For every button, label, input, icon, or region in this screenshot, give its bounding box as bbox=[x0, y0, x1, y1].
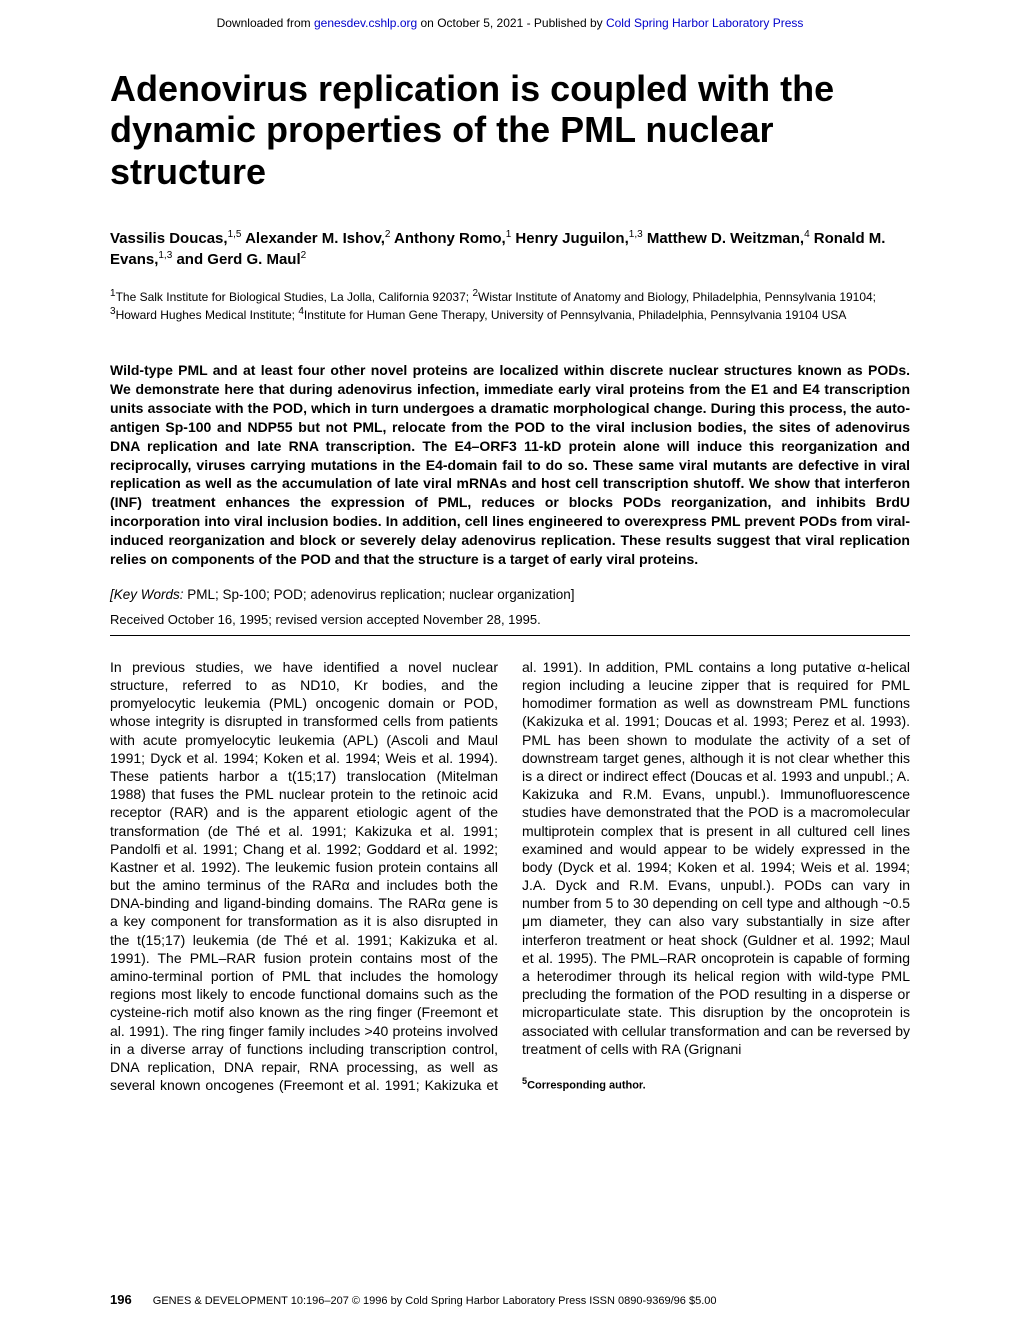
page-content: Adenovirus replication is coupled with t… bbox=[0, 38, 1020, 1094]
body-paragraph: In previous studies, we have identified … bbox=[110, 659, 910, 1093]
page-number: 196 bbox=[110, 1292, 132, 1307]
abstract: Wild-type PML and at least four other no… bbox=[110, 361, 910, 569]
banner-prefix: Downloaded from bbox=[217, 16, 314, 30]
banner-link-1[interactable]: genesdev.cshlp.org bbox=[314, 16, 417, 30]
received-line: Received October 16, 1995; revised versi… bbox=[110, 612, 910, 627]
download-banner: Downloaded from genesdev.cshlp.org on Oc… bbox=[0, 0, 1020, 38]
banner-link-2[interactable]: Cold Spring Harbor Laboratory Press bbox=[606, 16, 803, 30]
keywords-label: [Key Words: bbox=[110, 587, 184, 602]
banner-middle: on October 5, 2021 - Published by bbox=[417, 16, 606, 30]
corresponding-author: 5Corresponding author. bbox=[522, 1076, 910, 1093]
article-title: Adenovirus replication is coupled with t… bbox=[110, 68, 910, 192]
authors-line: Vassilis Doucas,1,5 Alexander M. Ishov,2… bbox=[110, 228, 910, 271]
body-text: In previous studies, we have identified … bbox=[110, 658, 910, 1095]
page-footer: 196 GENES & DEVELOPMENT 10:196–207 © 199… bbox=[110, 1292, 716, 1307]
footer-text: GENES & DEVELOPMENT 10:196–207 © 1996 by… bbox=[153, 1295, 717, 1307]
keywords-line: [Key Words: PML; Sp-100; POD; adenovirus… bbox=[110, 587, 910, 602]
affiliations: 1The Salk Institute for Biological Studi… bbox=[110, 287, 910, 323]
section-divider bbox=[110, 635, 910, 636]
keywords-text: PML; Sp-100; POD; adenovirus replication… bbox=[184, 587, 575, 602]
